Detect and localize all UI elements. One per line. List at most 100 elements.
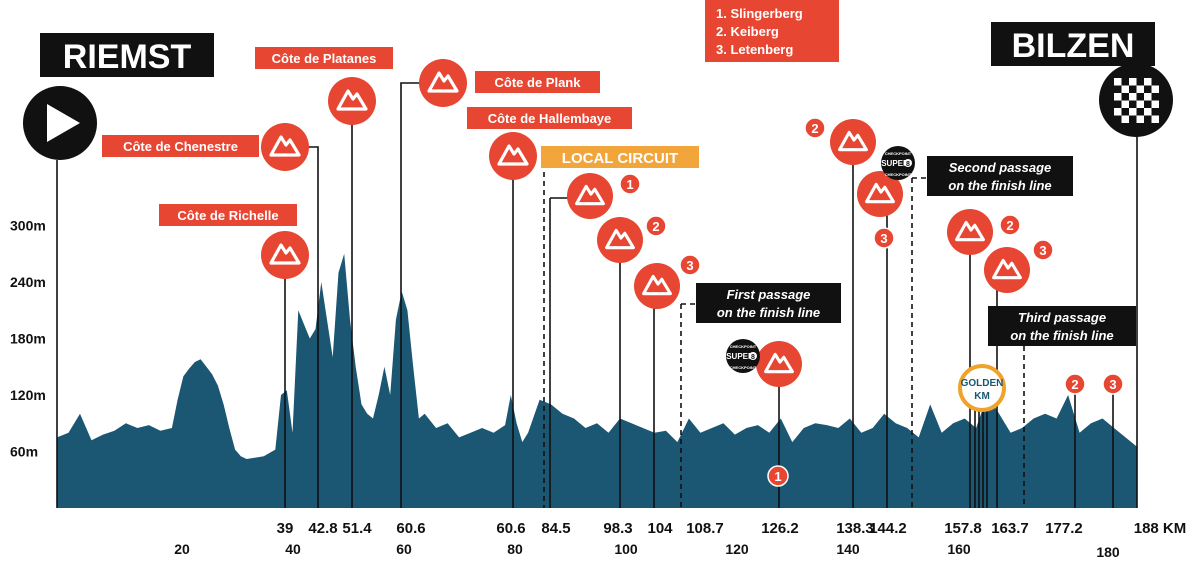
x-tick-label: 80 bbox=[507, 541, 523, 557]
km-marker-label: 60.6 bbox=[396, 520, 425, 537]
flag-square bbox=[1114, 93, 1122, 101]
flag-square bbox=[1144, 93, 1152, 101]
climb-badge bbox=[634, 263, 680, 309]
mountain-icon bbox=[764, 352, 794, 374]
climb-label-box bbox=[159, 204, 297, 226]
y-tick-label: 120m bbox=[10, 387, 46, 403]
mountain-icon bbox=[427, 71, 459, 93]
flag-square bbox=[1136, 85, 1144, 93]
climb-name: Côte de Chenestre bbox=[123, 139, 238, 154]
x-tick-label: 40 bbox=[285, 541, 301, 557]
climb-number-badge bbox=[999, 214, 1021, 236]
climb-number: 2 bbox=[1006, 218, 1013, 233]
checkpoint-number-circle bbox=[749, 352, 757, 360]
flag-square bbox=[1114, 108, 1122, 116]
climb-badge-circle bbox=[328, 77, 376, 125]
climb-number-badge bbox=[619, 173, 641, 195]
checkpoint-bottom-text: CHECKPOINT bbox=[885, 172, 912, 177]
climb-label-box bbox=[475, 71, 600, 93]
flag-square bbox=[1121, 115, 1129, 123]
flag-square bbox=[1136, 115, 1144, 123]
y-tick-label: 240m bbox=[10, 274, 46, 290]
climb-badge-circle bbox=[597, 217, 643, 263]
circuit-legend-item: 1. Slingerberg bbox=[716, 6, 803, 21]
climb-badge-circle bbox=[489, 132, 537, 180]
climb-badge-circle bbox=[756, 341, 802, 387]
checkpoint-number: 8 bbox=[751, 354, 755, 361]
km-marker-label: 84.5 bbox=[541, 520, 570, 537]
passage-label-box bbox=[927, 156, 1073, 196]
climb-badge-circle bbox=[857, 171, 903, 217]
passage-text-line2: on the finish line bbox=[717, 305, 820, 320]
flag-square bbox=[1151, 85, 1159, 93]
climb-name: Côte de Plank bbox=[495, 75, 582, 90]
checkpoint-super-text: SUPER bbox=[881, 159, 909, 168]
km-marker-label: 188 KM bbox=[1134, 520, 1187, 537]
climb-badge-circle bbox=[261, 231, 309, 279]
flag-square bbox=[1129, 108, 1137, 116]
flag-square bbox=[1114, 78, 1122, 86]
km-marker-label: 39 bbox=[277, 520, 294, 537]
x-tick-label: 180 bbox=[1096, 544, 1120, 560]
local-circuit-box bbox=[541, 146, 699, 168]
climb-badge-circle bbox=[567, 173, 613, 219]
climb-badge bbox=[419, 59, 467, 107]
x-tick-label: 120 bbox=[725, 541, 749, 557]
x-tick-label: 100 bbox=[614, 541, 638, 557]
checkpoint-bottom-text: CHECKPOINT bbox=[730, 365, 757, 370]
passage-text-line2: on the finish line bbox=[948, 178, 1051, 193]
circuit-legend-box bbox=[705, 0, 839, 62]
checkpoint-circle bbox=[726, 339, 760, 373]
climb-number: 2 bbox=[652, 219, 659, 234]
climb-number-badge bbox=[1102, 373, 1124, 395]
climb-badge bbox=[830, 119, 876, 165]
climb-number-badge bbox=[1032, 239, 1054, 261]
checkpoint-super-text: SUPER bbox=[726, 352, 754, 361]
mountain-icon bbox=[497, 144, 529, 166]
climb-badge bbox=[984, 247, 1030, 293]
climb-number-badge bbox=[1064, 373, 1086, 395]
y-tick-label: 180m bbox=[10, 331, 46, 347]
passage-text-line1: Third passage bbox=[1018, 310, 1106, 325]
x-tick-label: 20 bbox=[174, 541, 190, 557]
golden-km-badge: GOLDEN KM bbox=[958, 364, 1006, 412]
climb-label-box bbox=[255, 47, 393, 69]
checkpoint-number-circle bbox=[904, 159, 912, 167]
km-marker-label: 163.7 bbox=[991, 520, 1029, 537]
mountain-icon bbox=[605, 228, 635, 250]
flag-square bbox=[1121, 85, 1129, 93]
start-city-name: RIEMST bbox=[63, 38, 192, 76]
circuit-legend-item: 2. Keiberg bbox=[716, 24, 779, 39]
checkpoint-top-text: CHECKPOINT bbox=[885, 151, 912, 156]
flag-square bbox=[1129, 78, 1137, 86]
climb-number: 3 bbox=[1109, 377, 1116, 392]
climb-badge-circle bbox=[419, 59, 467, 107]
km-marker-label: 144.2 bbox=[869, 520, 907, 537]
climb-badge-circle bbox=[634, 263, 680, 309]
circuit-legend-item: 3. Letenberg bbox=[716, 42, 793, 57]
km-marker-label: 157.8 bbox=[944, 520, 982, 537]
climb-badge bbox=[857, 171, 903, 217]
climb-number-badge bbox=[645, 215, 667, 237]
flag-square bbox=[1144, 108, 1152, 116]
x-tick-label: 140 bbox=[836, 541, 860, 557]
passage-text-line1: Second passage bbox=[949, 160, 1052, 175]
mountain-icon bbox=[865, 182, 895, 204]
golden-km-line1: GOLDEN bbox=[961, 378, 1004, 389]
mountain-icon bbox=[336, 89, 368, 111]
local-circuit-label: LOCAL CIRCUIT bbox=[562, 150, 678, 167]
climb-number-badge bbox=[873, 227, 895, 249]
mountain-icon bbox=[269, 135, 301, 157]
km-marker-label: 42.8 bbox=[308, 520, 337, 537]
checkpoint-top-text: CHECKPOINT bbox=[730, 344, 757, 349]
flag-square bbox=[1136, 100, 1144, 108]
play-icon bbox=[47, 104, 80, 142]
x-tick-label: 160 bbox=[947, 541, 971, 557]
climb-badge bbox=[597, 217, 643, 263]
climb-number-badge bbox=[804, 117, 826, 139]
climb-badge bbox=[261, 231, 309, 279]
flag-square bbox=[1121, 100, 1129, 108]
climb-badge-circle bbox=[947, 209, 993, 255]
